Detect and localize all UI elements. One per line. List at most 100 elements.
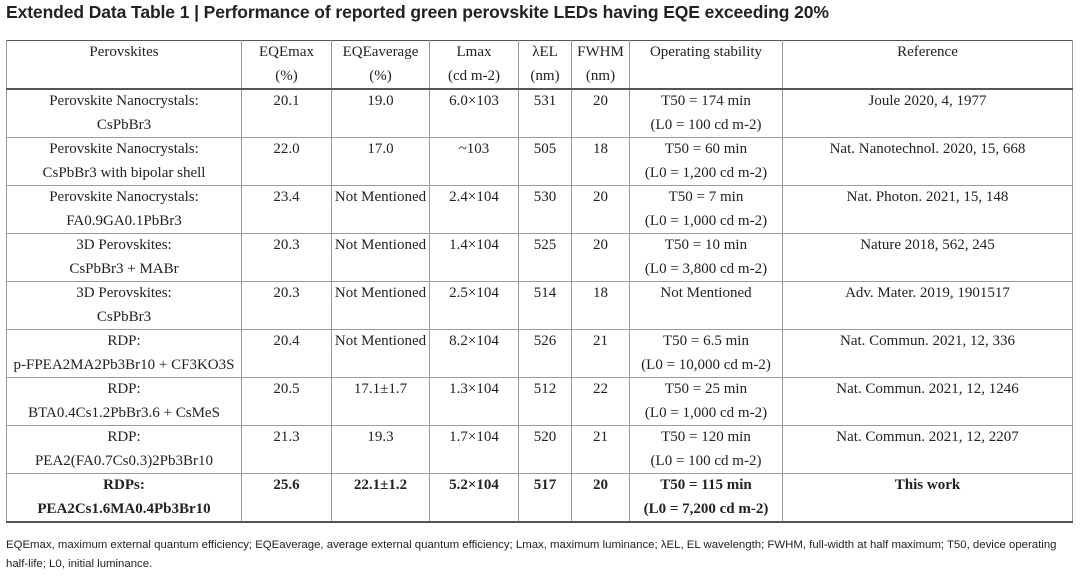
cell-eqe-average-line1: Not Mentioned: [334, 333, 427, 349]
cell-perovskite-line1: RDP:: [107, 429, 141, 445]
cell-stability-line1: T50 = 120 min: [661, 429, 751, 445]
header-eqe-max: EQEmax (%): [241, 40, 332, 89]
table-row: RDP: p-FPEA2MA2Pb3Br10 + CF3KO3S 20.4 Not M…: [6, 329, 1073, 378]
cell-lmax-line1: 8.2×104: [449, 333, 499, 349]
cell-eqe-max-line1: 20.4: [273, 333, 300, 349]
cell-lmax: 6.0×103: [429, 89, 519, 138]
cell-reference-line1: Joule 2020, 4, 1977: [868, 93, 987, 109]
cell-eqe-average: Not Mentioned: [331, 185, 430, 234]
cell-perovskite: 3D Perovskites: CsPbBr3 + MABr: [6, 233, 242, 282]
cell-stability-line2: (L0 = 3,800 cd m-2): [644, 260, 768, 277]
table-row: Perovskite Nanocrystals: CsPbBr3 with bip…: [6, 137, 1073, 186]
cell-fwhm: 20: [571, 185, 630, 234]
cell-eqe-max: 20.5: [241, 377, 332, 426]
cell-lambda-el: 517: [518, 473, 572, 522]
cell-reference-line1: Nat. Commun. 2021, 12, 1246: [836, 381, 1019, 397]
cell-eqe-average-line1: 22.1±1.2: [353, 477, 408, 493]
cell-perovskite-line2: BTA0.4Cs1.2PbBr3.6 + CsMeS: [28, 404, 220, 421]
cell-perovskite: Perovskite Nanocrystals: FA0.9GA0.1PbBr3: [6, 185, 242, 234]
cell-perovskite-line2: PEA2Cs1.6MA0.4Pb3Br10: [37, 500, 211, 517]
cell-fwhm-line1: 22: [593, 381, 608, 397]
cell-stability-line1: T50 = 60 min: [664, 141, 748, 157]
cell-stability: T50 = 174 min (L0 = 100 cd m-2): [629, 89, 783, 138]
cell-fwhm-line1: 20: [593, 189, 608, 205]
cell-eqe-max: 20.3: [241, 233, 332, 282]
cell-perovskite-line1: Perovskite Nanocrystals:: [49, 141, 199, 157]
cell-eqe-average: Not Mentioned: [331, 329, 430, 378]
cell-reference-line1: Nat. Photon. 2021, 15, 148: [846, 189, 1009, 205]
cell-eqe-max: 23.4: [241, 185, 332, 234]
cell-eqe-max: 20.3: [241, 281, 332, 330]
header-fwhm-line1: FWHM: [577, 44, 624, 60]
cell-reference: Nat. Commun. 2021, 12, 1246: [782, 377, 1073, 426]
cell-reference: Adv. Mater. 2019, 1901517: [782, 281, 1073, 330]
cell-fwhm-line1: 18: [593, 285, 608, 301]
cell-lmax-line1: 2.5×104: [449, 285, 499, 301]
header-reference-line1: Reference: [897, 44, 958, 60]
table-row: 3D Perovskites: CsPbBr3 + MABr 20.3 Not Men…: [6, 233, 1073, 282]
cell-fwhm-line1: 18: [593, 141, 608, 157]
cell-lambda-el: 520: [518, 425, 572, 474]
cell-eqe-average-line1: Not Mentioned: [334, 189, 427, 205]
cell-fwhm-line1: 21: [593, 333, 608, 349]
cell-perovskite: RDP: PEA2(FA0.7Cs0.3)2Pb3Br10: [6, 425, 242, 474]
cell-reference-line1: This work: [894, 477, 961, 493]
cell-perovskite-line1: RDPs:: [103, 477, 145, 493]
cell-perovskite: RDP: p-FPEA2MA2Pb3Br10 + CF3KO3S: [6, 329, 242, 378]
cell-perovskite-line1: Perovskite Nanocrystals:: [49, 189, 199, 205]
cell-stability-line2: (L0 = 1,000 cd m-2): [644, 404, 768, 421]
cell-eqe-max-line1: 20.3: [273, 237, 300, 253]
cell-lambda-el-line1: 517: [533, 477, 557, 493]
cell-perovskite-line1: Perovskite Nanocrystals:: [49, 93, 199, 109]
cell-fwhm-line1: 20: [593, 237, 608, 253]
cell-stability-line1: T50 = 10 min: [664, 237, 748, 253]
cell-stability: T50 = 7 min (L0 = 1,000 cd m-2): [629, 185, 783, 234]
cell-stability: T50 = 120 min (L0 = 100 cd m-2): [629, 425, 783, 474]
cell-eqe-max: 20.4: [241, 329, 332, 378]
cell-stability: T50 = 60 min (L0 = 1,200 cd m-2): [629, 137, 783, 186]
header-operating-stability-line1: Operating stability: [649, 44, 763, 60]
cell-fwhm-line1: 20: [593, 477, 608, 493]
cell-lambda-el-line1: 505: [533, 141, 557, 157]
cell-perovskite-line2: CsPbBr3 + MABr: [69, 260, 179, 277]
cell-reference: Nature 2018, 562, 245: [782, 233, 1073, 282]
cell-stability-line1: T50 = 7 min: [668, 189, 744, 205]
cell-lmax: 2.5×104: [429, 281, 519, 330]
cell-lambda-el: 514: [518, 281, 572, 330]
cell-lmax: 1.7×104: [429, 425, 519, 474]
header-perovskites-line1: Perovskites: [89, 44, 159, 60]
header-eqe-max-line2: (%): [275, 67, 298, 84]
cell-lmax-line1: 1.7×104: [449, 429, 499, 445]
cell-perovskite-line2: PEA2(FA0.7Cs0.3)2Pb3Br10: [34, 452, 214, 469]
header-eqe-max-line1: EQEmax: [259, 44, 314, 60]
cell-reference-line1: Nature 2018, 562, 245: [860, 237, 995, 253]
header-fwhm: FWHM (nm): [571, 40, 630, 89]
cell-perovskite-line1: RDP:: [107, 333, 141, 349]
cell-stability: T50 = 10 min (L0 = 3,800 cd m-2): [629, 233, 783, 282]
cell-reference-line1: Nat. Nanotechnol. 2020, 15, 668: [829, 141, 1026, 157]
cell-stability-line2: (L0 = 100 cd m-2): [650, 116, 762, 133]
header-perovskites: Perovskites: [6, 40, 242, 89]
cell-lambda-el: 526: [518, 329, 572, 378]
cell-reference: Nat. Photon. 2021, 15, 148: [782, 185, 1073, 234]
cell-eqe-average: 22.1±1.2: [331, 473, 430, 522]
table-row: Perovskite Nanocrystals: FA0.9GA0.1PbBr3 2…: [6, 185, 1073, 234]
table-row: RDP: BTA0.4Cs1.2PbBr3.6 + CsMeS 20.5 17.1±1…: [6, 377, 1073, 426]
cell-lambda-el-line1: 531: [533, 93, 557, 109]
cell-stability-line1: T50 = 6.5 min: [663, 333, 749, 349]
cell-eqe-average-line1: 17.0: [367, 141, 394, 157]
cell-perovskite: RDP: BTA0.4Cs1.2PbBr3.6 + CsMeS: [6, 377, 242, 426]
cell-eqe-max-line1: 21.3: [273, 429, 300, 445]
header-lmax-line2: (cd m-2): [447, 67, 501, 84]
cell-eqe-average-line1: 17.1±1.7: [353, 381, 408, 397]
cell-eqe-average: 17.1±1.7: [331, 377, 430, 426]
cell-lambda-el: 531: [518, 89, 572, 138]
cell-lmax-line1: 1.3×104: [449, 381, 499, 397]
cell-stability-line2: (L0 = 100 cd m-2): [650, 452, 762, 469]
cell-eqe-average-line1: 19.0: [367, 93, 394, 109]
cell-lmax-line1: 2.4×104: [449, 189, 499, 205]
cell-lmax-line1: 1.4×104: [449, 237, 499, 253]
cell-fwhm: 22: [571, 377, 630, 426]
cell-eqe-average: 17.0: [331, 137, 430, 186]
header-lmax: Lmax (cd m-2): [429, 40, 519, 89]
